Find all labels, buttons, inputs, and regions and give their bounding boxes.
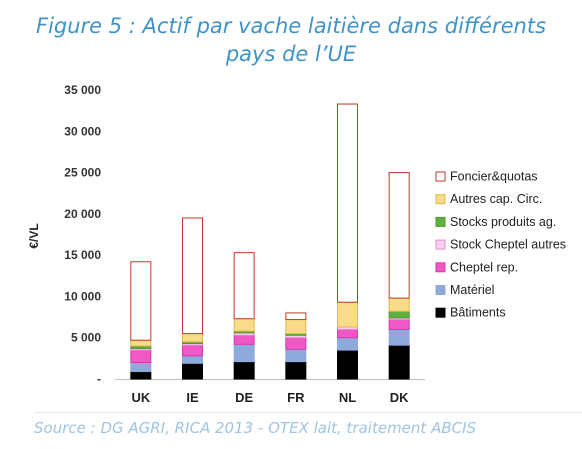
figure-title-line-2: pays de l’UE <box>225 42 357 66</box>
bar-segment <box>182 362 203 380</box>
legend-label: Stock Cheptel autres <box>450 238 566 252</box>
y-tick-label: 5 000 <box>71 331 101 345</box>
y-tick-label: 30 000 <box>64 124 101 138</box>
bar-segment <box>285 312 307 321</box>
bar-segment <box>388 319 410 330</box>
legend-label: Cheptel rep. <box>450 260 518 274</box>
bar-segment <box>285 337 307 350</box>
source-note: Source : DG AGRI, RICA 2013 - OTEX lait,… <box>34 419 477 437</box>
bar-segment <box>233 252 255 320</box>
x-tick-label: DK <box>390 390 409 405</box>
y-tick-label: 25 000 <box>64 166 101 180</box>
y-tick-label: 15 000 <box>64 248 101 262</box>
bar-segment <box>285 361 307 380</box>
bar-segment <box>285 348 307 363</box>
bars <box>130 103 410 380</box>
bar-segment <box>130 361 152 373</box>
legend-label: Autres cap. Circ. <box>450 192 542 206</box>
bar-segment <box>337 337 358 351</box>
bar-segment <box>337 103 358 303</box>
y-axis-label: €/VL <box>27 223 41 248</box>
legend-swatch <box>435 194 446 205</box>
x-tick-label: FR <box>287 390 305 405</box>
stacked-bar-chart: - 5 000 10 000 15 000 20 000 25 000 30 000 35 0… <box>27 83 566 405</box>
bar-segment <box>233 318 255 332</box>
bar-segment <box>182 355 203 364</box>
bar-segment <box>182 344 203 357</box>
y-tick-label: - <box>97 372 101 386</box>
bar-segment <box>182 333 203 343</box>
x-tick-label: NL <box>339 390 356 405</box>
bar-segment <box>130 261 152 341</box>
x-tick-label: DE <box>235 390 253 405</box>
bar-segment <box>337 328 358 339</box>
legend-swatch <box>435 171 446 182</box>
legend-label: Matériel <box>450 283 494 297</box>
bar-segment <box>285 319 307 335</box>
bar-segment <box>388 344 410 380</box>
bar-segment <box>388 172 410 299</box>
y-tick-label: 10 000 <box>64 289 101 303</box>
x-tick-label: UK <box>131 390 150 405</box>
axes: - 5 000 10 000 15 000 20 000 25 000 30 000 35 0… <box>27 83 425 405</box>
bar-segment <box>388 310 410 319</box>
legend: Foncier&quotas Autres cap. Circ. Stocks pr… <box>435 170 566 320</box>
bar-segment <box>388 297 410 312</box>
bar-segment <box>130 339 152 347</box>
legend-swatch <box>435 239 446 250</box>
bar-segment <box>337 301 358 328</box>
bar-segment <box>130 371 152 380</box>
x-tick-label: IE <box>186 390 199 405</box>
bar-segment <box>233 361 255 380</box>
legend-label: Bâtiments <box>450 306 506 320</box>
legend-swatch <box>435 262 446 273</box>
legend-swatch <box>435 216 446 227</box>
legend-swatch <box>435 285 446 295</box>
legend-swatch <box>435 307 446 318</box>
bar-segment <box>233 343 255 363</box>
legend-label: Stocks produits ag. <box>450 215 556 229</box>
figure-title-line-1: Figure 5 : Actif par vache laitière dans… <box>35 14 547 38</box>
bar-segment <box>388 328 410 346</box>
bar-segment <box>337 349 358 380</box>
bar-segment <box>182 217 203 335</box>
y-tick-label: 35 000 <box>64 83 101 97</box>
figure-title: Figure 5 : Actif par vache laitière dans… <box>0 12 582 68</box>
y-tick-label: 20 000 <box>64 207 101 221</box>
legend-label: Foncier&quotas <box>450 170 538 184</box>
bar-segment <box>130 349 152 363</box>
source-divider <box>34 412 582 413</box>
bar-segment <box>233 334 255 345</box>
